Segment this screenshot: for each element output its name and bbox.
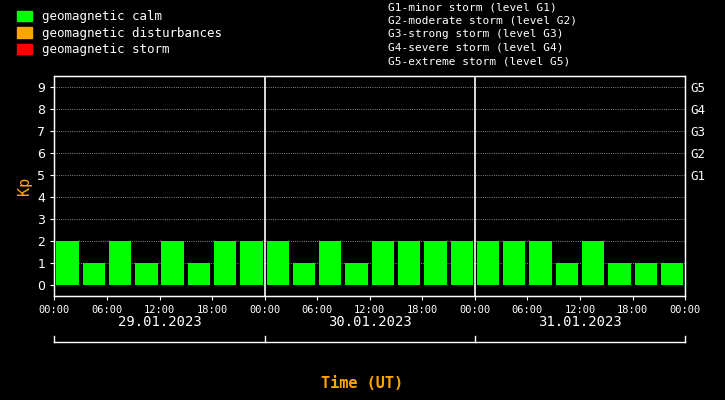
- Bar: [634, 263, 657, 285]
- Y-axis label: Kp: Kp: [17, 177, 32, 195]
- Bar: [83, 263, 105, 285]
- Bar: [57, 241, 79, 285]
- Bar: [293, 263, 315, 285]
- Text: 31.01.2023: 31.01.2023: [538, 315, 622, 329]
- Bar: [477, 241, 500, 285]
- Text: 30.01.2023: 30.01.2023: [328, 315, 412, 329]
- Bar: [267, 241, 289, 285]
- Bar: [424, 241, 447, 285]
- Legend: geomagnetic calm, geomagnetic disturbances, geomagnetic storm: geomagnetic calm, geomagnetic disturbanc…: [14, 6, 226, 60]
- Bar: [135, 263, 157, 285]
- Bar: [608, 263, 631, 285]
- Bar: [529, 241, 552, 285]
- Bar: [188, 263, 210, 285]
- Bar: [240, 241, 262, 285]
- Text: 29.01.2023: 29.01.2023: [117, 315, 202, 329]
- Bar: [162, 241, 184, 285]
- Bar: [214, 241, 236, 285]
- Bar: [450, 241, 473, 285]
- Bar: [660, 263, 683, 285]
- Text: Time (UT): Time (UT): [321, 376, 404, 392]
- Bar: [555, 263, 578, 285]
- Bar: [345, 263, 368, 285]
- Text: G1-minor storm (level G1)
G2-moderate storm (level G2)
G3-strong storm (level G3: G1-minor storm (level G1) G2-moderate st…: [388, 2, 577, 66]
- Bar: [398, 241, 420, 285]
- Bar: [109, 241, 131, 285]
- Bar: [319, 241, 341, 285]
- Bar: [372, 241, 394, 285]
- Bar: [503, 241, 526, 285]
- Bar: [582, 241, 605, 285]
